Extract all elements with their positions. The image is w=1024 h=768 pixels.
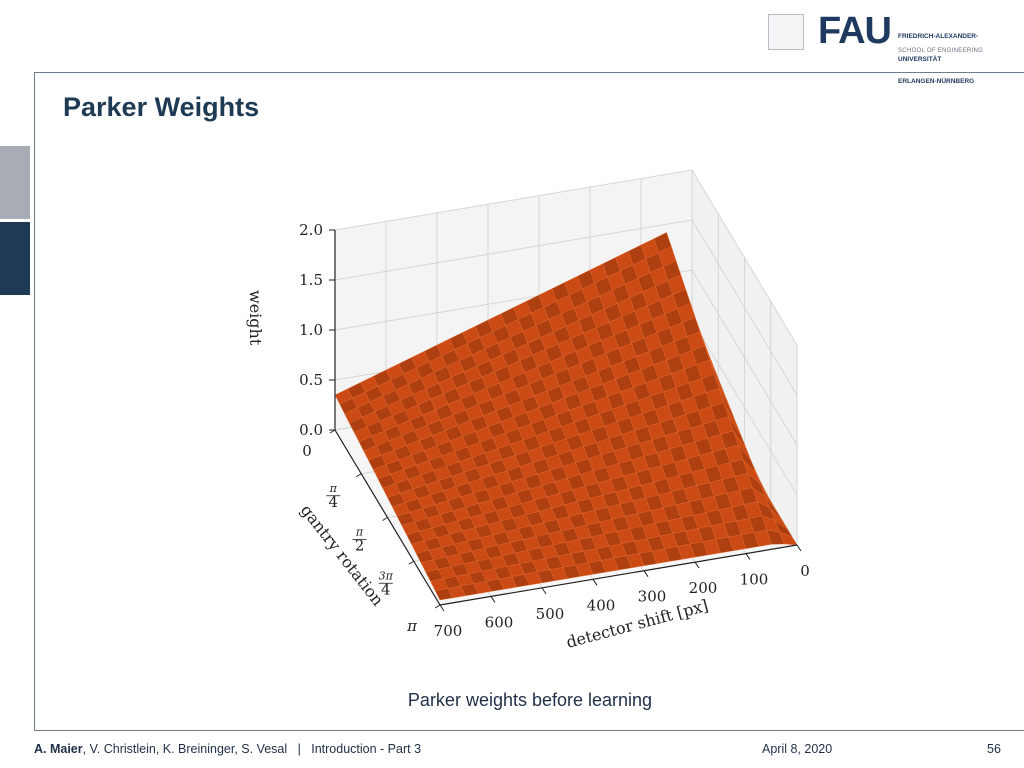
- y-tick-numerator: 3π: [379, 569, 394, 582]
- x-tick-mark: [541, 587, 547, 595]
- gridline: [691, 219, 798, 396]
- slide-title: Parker Weights: [63, 92, 260, 122]
- gridline: [691, 269, 798, 446]
- slide-frame-left: [34, 72, 35, 731]
- gridline: [334, 169, 693, 231]
- first-author: A. Maier: [34, 742, 83, 756]
- y-tick-mark: [329, 429, 336, 434]
- y-tick-numerator: π: [355, 526, 364, 539]
- fau-logo: FAU: [818, 10, 892, 52]
- y-tick-denominator: 4: [381, 580, 391, 598]
- section-marker-inactive: [0, 146, 30, 219]
- x-tick-label: 400: [587, 596, 616, 614]
- y-tick-label: π: [406, 617, 418, 635]
- x-tick-label: 500: [536, 605, 565, 623]
- x-tick-label: 100: [740, 571, 769, 589]
- z-tick-label: 1.5: [299, 271, 323, 289]
- y-tick-denominator: 2: [355, 537, 365, 555]
- x-axis-line: [439, 544, 798, 606]
- footer-date: April 8, 2020: [762, 742, 833, 756]
- weight-surface: [334, 232, 798, 601]
- x-tick-mark: [490, 596, 496, 603]
- x-tick-label: 0: [800, 562, 810, 580]
- lecture-title: Introduction - Part 3: [311, 742, 422, 756]
- x-tick-label: 600: [485, 613, 514, 631]
- x-tick-label: 700: [434, 622, 463, 640]
- y-tick-denominator: 4: [328, 493, 338, 511]
- x-tick-mark: [643, 570, 649, 577]
- x-tick-mark: [439, 604, 445, 612]
- y-tick-mark: [355, 473, 362, 478]
- tick-labels: 01002003004005006007000.00.51.01.52.00π4…: [299, 221, 810, 640]
- x-tick-label: 200: [689, 579, 718, 597]
- gridline: [691, 169, 798, 346]
- y-tick-mark: [434, 604, 441, 609]
- y-tick-mark: [382, 517, 388, 521]
- gridline: [334, 219, 693, 281]
- y-axis-line: [334, 429, 441, 606]
- slide-frame-bottom: [34, 730, 1024, 731]
- university-line: FRIEDRICH-ALEXANDER-: [898, 33, 979, 40]
- z-axis-label: weight: [246, 290, 265, 346]
- x-tick-mark: [796, 544, 802, 552]
- y-axis-label: gantry rotation: [297, 501, 388, 610]
- x-tick-mark: [694, 561, 700, 569]
- university-name: FRIEDRICH-ALEXANDER- UNIVERSITÄT ERLANGE…: [898, 18, 978, 93]
- x-tick-mark: [745, 553, 751, 560]
- z-tick-label: 2.0: [299, 221, 323, 239]
- x-tick-mark: [592, 579, 598, 586]
- y-tick-label: 0: [302, 442, 312, 460]
- slide-frame-top: [34, 72, 1024, 73]
- university-line: UNIVERSITÄT: [898, 55, 942, 63]
- z-tick-label: 0.5: [299, 371, 323, 389]
- y-tick-mark: [408, 560, 415, 565]
- co-authors: , V. Christlein, K. Breininger, S. Vesal: [82, 742, 288, 756]
- x-tick-label: 300: [638, 588, 667, 606]
- z-tick-label: 1.0: [299, 321, 323, 339]
- section-marker-active: [0, 222, 30, 295]
- y-tick-numerator: π: [329, 482, 338, 495]
- footer-separator: |: [297, 742, 301, 756]
- gridline: [691, 319, 798, 496]
- figure-caption: Parker weights before learning: [407, 690, 653, 710]
- surface-cell: [434, 588, 454, 601]
- school-name: SCHOOL OF ENGINEERING: [898, 48, 984, 54]
- footer-authors: A. Maier, V. Christlein, K. Breininger, …: [34, 742, 421, 756]
- z-tick-label: 0.0: [299, 421, 323, 439]
- logo-seal: [768, 14, 804, 50]
- page-number: 56: [987, 742, 1001, 756]
- university-line: ERLANGEN-NÜRNBERG: [898, 78, 975, 85]
